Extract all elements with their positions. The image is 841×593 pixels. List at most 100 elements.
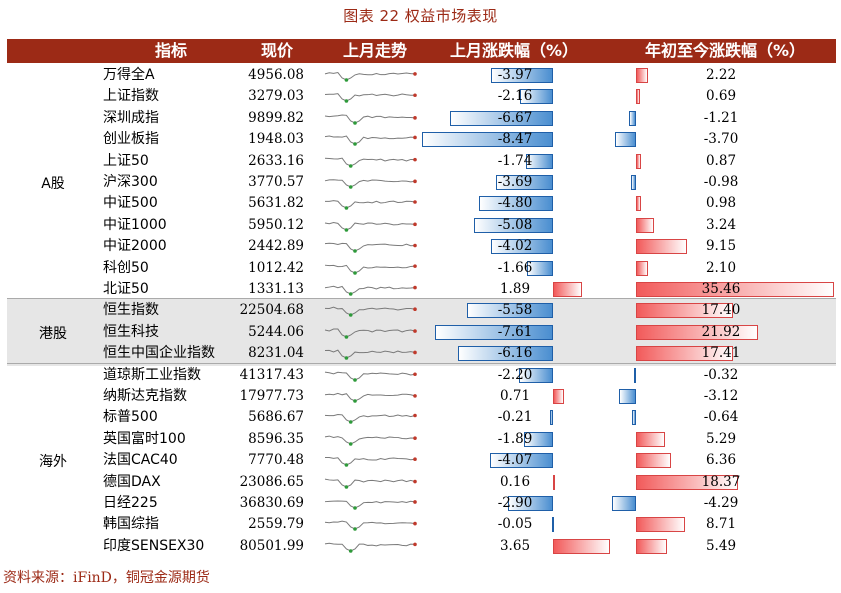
ytd-bar — [636, 431, 666, 447]
header-ytd: 年初至今涨跌幅（%） — [644, 41, 806, 60]
index-price: 3279.03 — [248, 88, 304, 105]
ytd-bar — [636, 453, 672, 469]
index-name: 中证500 — [103, 195, 158, 212]
last-month-bar — [478, 196, 553, 212]
ytd-bar — [615, 132, 636, 148]
ytd-bar — [632, 410, 636, 426]
table-row: 沪深300 3770.57 -3.69 -0.98 — [0, 172, 841, 193]
sparkline — [324, 392, 417, 403]
sparkline-path — [324, 349, 416, 359]
last-month-bar-label: -3.69 — [497, 174, 533, 190]
index-price: 2633.16 — [248, 152, 304, 169]
sparkline — [324, 114, 417, 125]
index-name: 北证50 — [103, 281, 149, 297]
index-price: 2559.79 — [248, 516, 304, 533]
index-name: 日经225 — [103, 495, 158, 511]
ytd-bar-label: 2.10 — [705, 259, 737, 276]
sparkline-path — [324, 521, 416, 530]
last-month-bar-label: -3.97 — [497, 67, 533, 83]
index-name: 标普500 — [103, 409, 158, 426]
sparkline — [324, 306, 417, 318]
ytd-bar — [636, 153, 641, 169]
table-row: 恒生科技 5244.06 -7.61 21.92 — [0, 322, 841, 343]
ytd-bar-label: 3.24 — [705, 216, 737, 233]
ytd-bar-label: -3.70 — [703, 131, 739, 148]
last-month-bar-label: -2.90 — [497, 495, 533, 511]
table-row: 中证500 5631.82 -4.80 0.98 — [0, 193, 841, 214]
last-month-bar-label: 1.89 — [499, 281, 531, 297]
sparkline-end-marker — [413, 436, 417, 440]
last-month-bar-label: -2.20 — [497, 366, 533, 383]
index-name: 印度SENSEX30 — [103, 537, 205, 554]
ytd-bar — [636, 217, 655, 233]
ytd-bar — [636, 303, 733, 319]
sparkline-end-marker — [413, 285, 417, 290]
index-name: 恒生科技 — [103, 323, 159, 340]
sparkline-path — [324, 542, 416, 552]
last-month-bar — [523, 431, 553, 447]
last-month-bar-label: 3.65 — [499, 537, 531, 554]
group-label: 港股 — [39, 325, 67, 342]
ytd-bar — [629, 110, 636, 126]
ytd-bar-label: 5.49 — [705, 537, 737, 554]
ytd-bar — [636, 538, 667, 554]
sparkline-low-marker — [353, 527, 357, 532]
sparkline — [324, 221, 417, 232]
table-row: 中证2000 2442.89 -4.02 9.15 — [0, 236, 841, 257]
sparkline-path — [324, 328, 416, 338]
last-month-bar-label: -8.47 — [497, 131, 533, 148]
table-row: 上证指数 3279.03 -2.16 0.69 — [0, 86, 841, 107]
sparkline-low-marker — [344, 206, 349, 211]
ytd-bar — [618, 389, 636, 404]
index-name: 创业板指 — [103, 131, 159, 148]
table-row: 日经225 36830.69 -2.90 -4.29 — [0, 493, 841, 514]
header-trend: 上月走势 — [342, 41, 407, 60]
sparkline-end-marker — [413, 263, 417, 268]
ytd-bar — [636, 260, 648, 276]
index-name: 深圳成指 — [103, 109, 159, 126]
index-price: 5686.67 — [248, 409, 304, 426]
last-month-bar — [457, 346, 553, 362]
sparkline-path — [324, 71, 416, 81]
index-price: 1331.13 — [248, 281, 304, 297]
sparkline-path — [324, 157, 416, 167]
last-month-bar — [495, 175, 553, 190]
index-name: 沪深300 — [103, 174, 158, 190]
last-month-bar-label: -6.16 — [497, 345, 533, 362]
last-month-bar-label: -5.58 — [497, 302, 533, 319]
last-month-bar-label: -1.66 — [497, 259, 533, 276]
sparkline-path — [324, 414, 416, 423]
ytd-bar-label: 35.46 — [701, 281, 741, 297]
ytd-bar-label: 8.71 — [705, 516, 737, 533]
table-row: 科创50 1012.42 -1.66 2.10 — [0, 258, 841, 279]
last-month-bar-label: -0.21 — [497, 409, 533, 426]
index-price: 1948.03 — [248, 131, 304, 148]
ytd-bar-label: 21.92 — [701, 323, 741, 340]
sparkline-path — [324, 264, 416, 274]
sparkline-end-marker — [413, 350, 417, 355]
ytd-bar — [612, 496, 636, 511]
sparkline-low-marker — [348, 441, 353, 446]
sparkline — [324, 478, 417, 489]
index-price: 3770.57 — [248, 174, 304, 190]
sparkline-low-marker — [353, 399, 357, 403]
group-separator — [7, 362, 836, 364]
index-name: 上证指数 — [103, 88, 159, 105]
ytd-bar — [636, 68, 649, 83]
sparkline-end-marker — [413, 222, 417, 226]
sparkline-low-marker — [348, 292, 353, 296]
sparkline-low-marker — [353, 120, 357, 125]
ytd-bar-label: -1.21 — [703, 109, 739, 126]
sparkline-end-marker — [413, 243, 417, 248]
table-row: 韩国综指 2559.79 -0.05 8.71 — [0, 514, 841, 535]
last-month-bar — [421, 132, 553, 148]
table-row: 标普500 5686.67 -0.21 -0.64 — [0, 407, 841, 428]
sparkline-path — [324, 114, 416, 124]
last-month-bar — [519, 89, 553, 105]
index-price: 1012.42 — [248, 259, 304, 276]
sparkline — [324, 242, 417, 253]
ytd-bar-label: 18.37 — [701, 473, 741, 490]
sparkline-low-marker — [353, 270, 357, 275]
header-last-month: 上月涨跌幅（%） — [449, 41, 579, 60]
last-month-bar-label: -4.80 — [497, 195, 533, 212]
